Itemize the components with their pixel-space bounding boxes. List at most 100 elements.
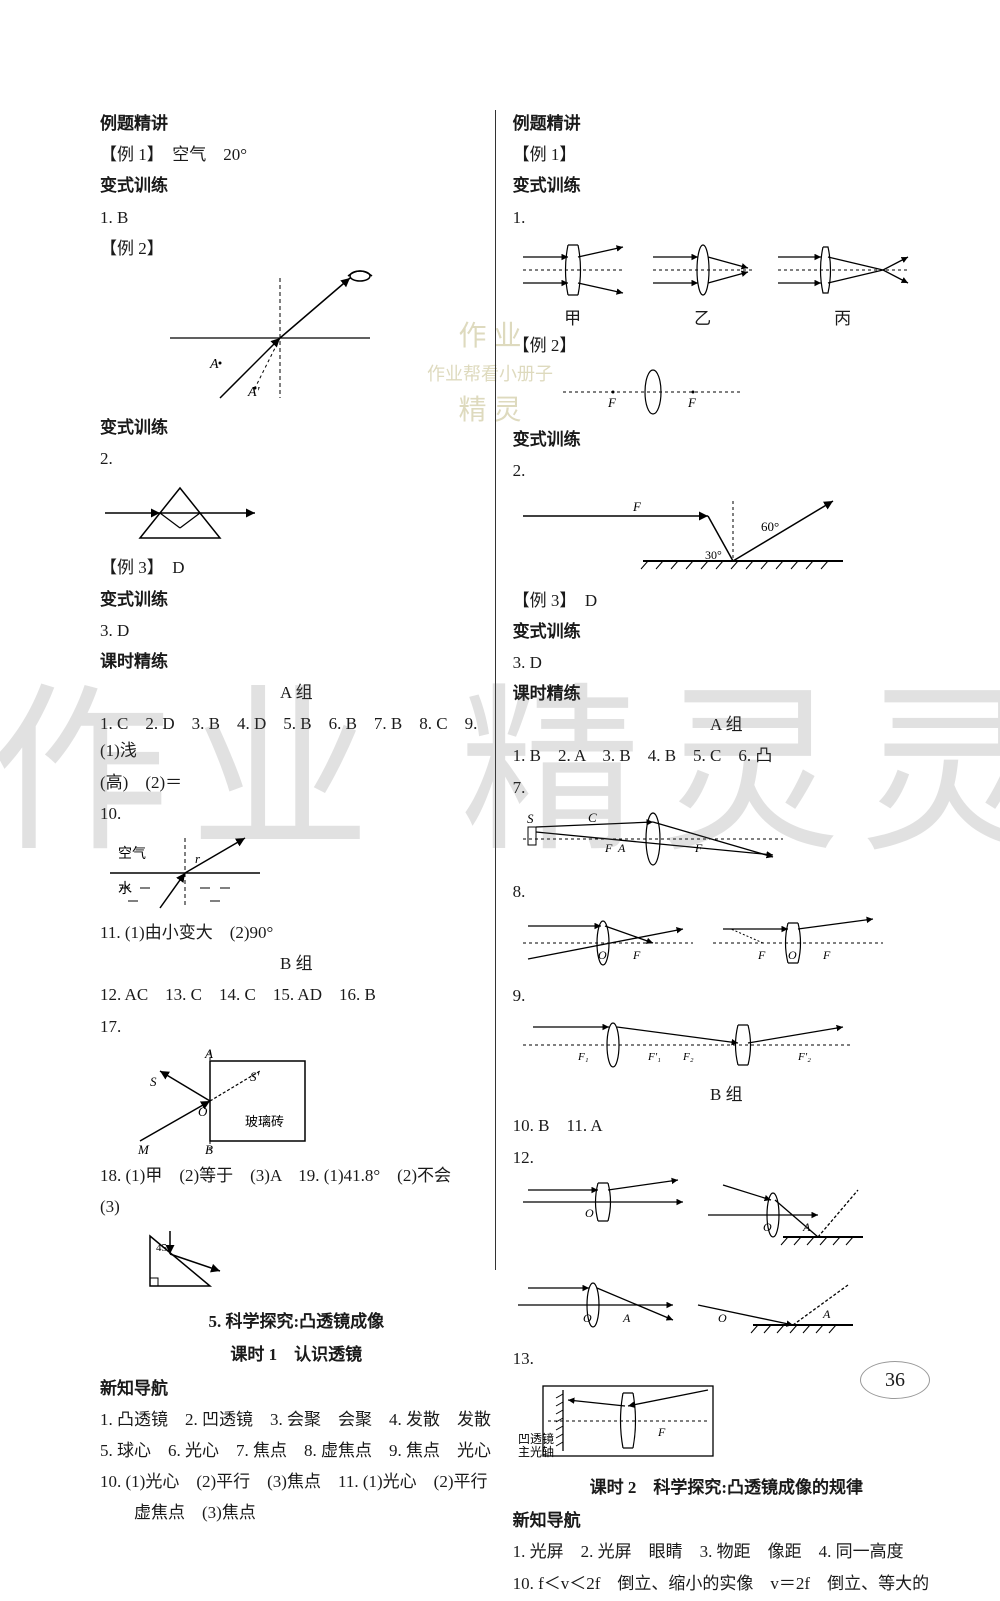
svg-text:S': S' — [250, 1069, 260, 1084]
diagram-prism — [100, 478, 260, 548]
heading: 变式训练 — [513, 172, 940, 199]
text-line: 11. (1)由小变大 (2)90° — [100, 919, 493, 946]
svg-text:A: A — [822, 1307, 831, 1321]
text-line: 1. 光屏 2. 光屏 眼睛 3. 物距 像距 4. 同一高度 — [513, 1538, 940, 1565]
q12-diagrams: O O A O — [513, 1175, 940, 1345]
svg-text:S: S — [150, 1074, 157, 1089]
text-line: 1. B — [100, 204, 493, 231]
text-line: 5. 球心 6. 光心 7. 焦点 8. 虚焦点 9. 焦点 光心 — [100, 1437, 493, 1464]
diagram-convex-ff: F F — [553, 365, 753, 420]
svg-text:玻璃砖: 玻璃砖 — [245, 1114, 284, 1129]
diagram-q8: O F F O F — [513, 911, 893, 976]
svg-text:F: F — [632, 948, 641, 962]
diagram-q7: S C F A F — [513, 807, 793, 872]
svg-text:F: F — [822, 948, 831, 962]
diagram-air-water: 空气 水 r — [100, 833, 270, 913]
lesson-title: 课时 1 认识透镜 — [100, 1341, 493, 1368]
heading: 课时精练 — [100, 648, 493, 675]
diagram-45-prism: 45 — [130, 1226, 230, 1296]
svg-text:F₂: F₂ — [682, 1051, 694, 1063]
diagram-q13: 凹透镜 主光轴 F — [513, 1378, 733, 1468]
text-line: 10. — [100, 800, 493, 827]
svg-text:B: B — [205, 1142, 213, 1156]
diagram-glass-block: A S S' O M B 玻璃砖 — [120, 1046, 320, 1156]
page-content: 例题精讲 【例 1】 空气 20° 变式训练 1. B 【例 2】 A A' 变… — [100, 110, 940, 1601]
svg-text:O: O — [198, 1104, 208, 1119]
diagram-reflection-angles: F 60° 30° — [513, 491, 853, 581]
lens-item: 甲 — [513, 235, 633, 332]
svg-text:O: O — [788, 948, 797, 962]
svg-text:O: O — [585, 1206, 594, 1220]
svg-text:A: A — [622, 1311, 631, 1325]
text-line: 12. AC 13. C 14. C 15. AD 16. B — [100, 981, 493, 1008]
lens-label: 丙 — [773, 305, 913, 332]
heading: 变式训练 — [100, 586, 493, 613]
svg-text:F: F — [604, 841, 613, 855]
text-line: 2. — [100, 445, 493, 472]
lens-row: 甲 乙 — [513, 235, 940, 332]
page-number: 36 — [860, 1361, 930, 1399]
text-line: 8. — [513, 878, 940, 905]
text-line: 10. B 11. A — [513, 1112, 940, 1139]
group-label: B 组 — [513, 1081, 940, 1108]
svg-text:45: 45 — [156, 1242, 168, 1254]
diagram-q12b: O A — [703, 1175, 873, 1260]
text-line: 9. — [513, 982, 940, 1009]
text-line: 7. — [513, 774, 940, 801]
text-line: 3. D — [100, 617, 493, 644]
svg-text:30°: 30° — [705, 548, 722, 562]
svg-text:O: O — [718, 1311, 727, 1325]
text-line: 1. 凸透镜 2. 凹透镜 3. 会聚 会聚 4. 发散 发散 — [100, 1406, 493, 1433]
heading: 例题精讲 — [100, 110, 493, 137]
svg-text:F: F — [687, 395, 697, 410]
lens-label: 甲 — [513, 305, 633, 332]
diagram-q12a: O — [513, 1175, 693, 1230]
lens-label: 乙 — [643, 305, 763, 332]
svg-text:O: O — [583, 1311, 592, 1325]
svg-text:F'₁: F'₁ — [647, 1051, 661, 1063]
svg-text:A: A — [204, 1046, 213, 1061]
group-label: A 组 — [100, 679, 493, 706]
text-line: 2. — [513, 457, 940, 484]
page-number-value: 36 — [860, 1361, 930, 1399]
svg-text:M: M — [137, 1142, 150, 1156]
heading: 新知导航 — [100, 1375, 493, 1402]
svg-text:O: O — [763, 1220, 772, 1234]
text-line: (高) (2)＝ — [100, 769, 493, 796]
svg-text:A: A — [802, 1220, 811, 1234]
svg-text:F: F — [632, 499, 642, 514]
group-label: A 组 — [513, 711, 940, 738]
svg-text:水: 水 — [118, 881, 132, 897]
text-line: 18. (1)甲 (2)等于 (3)A 19. (1)41.8° (2)不会 — [100, 1162, 493, 1189]
svg-text:F: F — [657, 1425, 666, 1439]
diagram-q9: F₁ F'₁ F₂ F'₂ — [513, 1015, 863, 1075]
heading: 变式训练 — [100, 414, 493, 441]
column-divider — [495, 110, 496, 1270]
heading: 例题精讲 — [513, 110, 940, 137]
diagram-refraction-eye: A A' — [160, 268, 380, 408]
text-line: 1. B 2. A 3. B 4. B 5. C 6. 凸 — [513, 742, 940, 769]
group-label: B 组 — [100, 950, 493, 977]
svg-text:凹透镜: 凹透镜 — [518, 1431, 554, 1446]
text-line: 1. C 2. D 3. B 4. D 5. B 6. B 7. B 8. C … — [100, 710, 493, 764]
diagram-q12d: O A — [693, 1270, 863, 1345]
lens-item: 乙 — [643, 235, 763, 332]
svg-text:60°: 60° — [761, 519, 779, 534]
text-line: 【例 3】 D — [100, 554, 493, 581]
text-line: 虚焦点 (3)焦点 — [100, 1499, 493, 1526]
svg-text:O: O — [598, 948, 607, 962]
svg-text:空气: 空气 — [118, 846, 146, 862]
text-line: 【例 1】 空气 20° — [100, 141, 493, 168]
heading: 新知导航 — [513, 1507, 940, 1534]
svg-text:A: A — [209, 357, 219, 372]
heading: 变式训练 — [100, 172, 493, 199]
text-line: 【例 2】 — [513, 332, 940, 359]
text-line: 3. D — [513, 649, 940, 676]
text-line: 【例 2】 — [100, 235, 493, 262]
svg-text:主光轴: 主光轴 — [518, 1444, 554, 1459]
text-line: (3) — [100, 1193, 493, 1220]
svg-text:F'₂: F'₂ — [797, 1051, 811, 1063]
text-line: 10. f＜v＜2f 倒立、缩小的实像 v＝2f 倒立、等大的 — [513, 1570, 940, 1597]
text-line: 【例 1】 — [513, 141, 940, 168]
text-line: 1. — [513, 204, 940, 231]
